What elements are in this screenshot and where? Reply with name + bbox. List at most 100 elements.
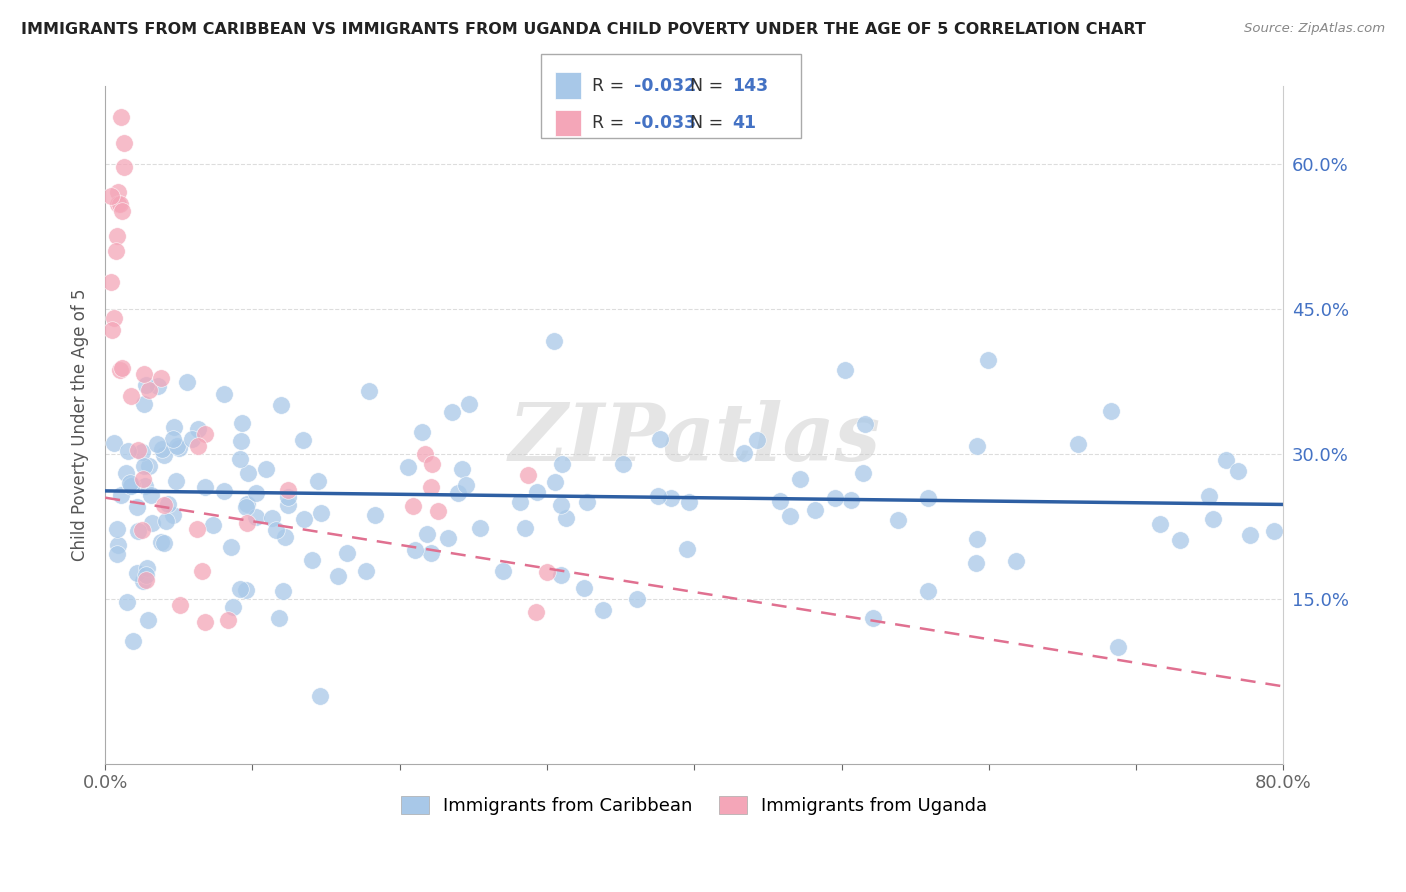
Point (326, 569, 349, 583)
Point (229, 582, 252, 596)
Point (647, 490, 669, 504)
Point (149, 535, 172, 549)
Point (678, 494, 700, 508)
Text: N =: N = (690, 114, 730, 132)
Text: -0.033: -0.033 (634, 114, 696, 132)
Point (270, 398, 292, 412)
Point (862, 611, 884, 625)
Point (1263, 524, 1285, 538)
Point (105, 522, 128, 536)
Point (526, 605, 548, 619)
Point (135, 567, 157, 582)
Point (125, 566, 148, 581)
Point (804, 503, 827, 517)
Point (779, 509, 801, 524)
Point (917, 491, 939, 506)
Point (146, 437, 169, 451)
Point (543, 334, 565, 349)
Point (977, 353, 1000, 368)
Point (136, 613, 159, 627)
Point (745, 434, 768, 448)
Point (264, 523, 287, 537)
Point (536, 565, 558, 579)
Point (194, 480, 217, 494)
Point (1107, 640, 1129, 654)
Point (228, 452, 250, 467)
Point (122, 633, 145, 648)
Point (105, 244, 128, 259)
Text: N =: N = (690, 77, 730, 95)
Point (851, 467, 873, 481)
Point (139, 488, 162, 502)
Point (110, 110, 132, 124)
Point (441, 404, 464, 418)
Point (117, 443, 139, 458)
Point (245, 510, 267, 524)
Point (217, 613, 239, 627)
Point (262, 511, 284, 525)
Point (1226, 464, 1249, 478)
Point (103, 311, 125, 326)
Point (146, 379, 169, 393)
Point (165, 474, 187, 488)
Point (1099, 404, 1122, 418)
Point (769, 494, 792, 508)
Point (162, 508, 184, 522)
Point (413, 447, 436, 461)
Point (273, 584, 295, 599)
Point (136, 561, 159, 575)
Point (516, 467, 538, 482)
Point (214, 387, 236, 401)
Text: -0.032: -0.032 (634, 77, 696, 95)
Point (824, 491, 846, 505)
Point (269, 611, 291, 625)
Point (359, 384, 381, 398)
Point (135, 573, 157, 587)
Point (176, 375, 198, 389)
Point (110, 488, 132, 502)
Point (396, 459, 419, 474)
Point (235, 500, 257, 514)
Point (120, 479, 142, 493)
Text: 143: 143 (733, 77, 769, 95)
Point (592, 603, 614, 617)
Point (162, 432, 184, 446)
Point (105, 229, 128, 244)
Point (966, 439, 988, 453)
Point (120, 475, 142, 490)
Point (120, 389, 142, 403)
Point (155, 514, 177, 528)
Point (1198, 489, 1220, 503)
Point (834, 363, 856, 377)
Point (202, 518, 225, 533)
Point (309, 506, 332, 520)
Point (1239, 528, 1261, 542)
Point (121, 478, 143, 492)
Point (169, 599, 191, 613)
Point (149, 371, 172, 385)
Point (554, 510, 576, 524)
Point (427, 504, 450, 518)
Point (626, 591, 648, 606)
Point (1005, 553, 1028, 567)
Point (235, 582, 257, 597)
Point (1168, 533, 1191, 548)
Point (576, 495, 599, 509)
Point (132, 367, 155, 381)
Point (138, 459, 160, 474)
Point (456, 478, 478, 492)
Point (186, 522, 208, 536)
Point (733, 446, 755, 460)
Point (138, 383, 160, 397)
Point (135, 378, 157, 392)
Point (659, 491, 682, 506)
Point (115, 467, 138, 481)
Point (437, 531, 460, 545)
Legend: Immigrants from Caribbean, Immigrants from Uganda: Immigrants from Caribbean, Immigrants fr… (394, 789, 994, 822)
Point (887, 513, 910, 527)
Point (404, 543, 426, 558)
Point (550, 567, 572, 582)
Point (551, 457, 574, 471)
Point (612, 457, 634, 471)
Point (411, 425, 433, 439)
